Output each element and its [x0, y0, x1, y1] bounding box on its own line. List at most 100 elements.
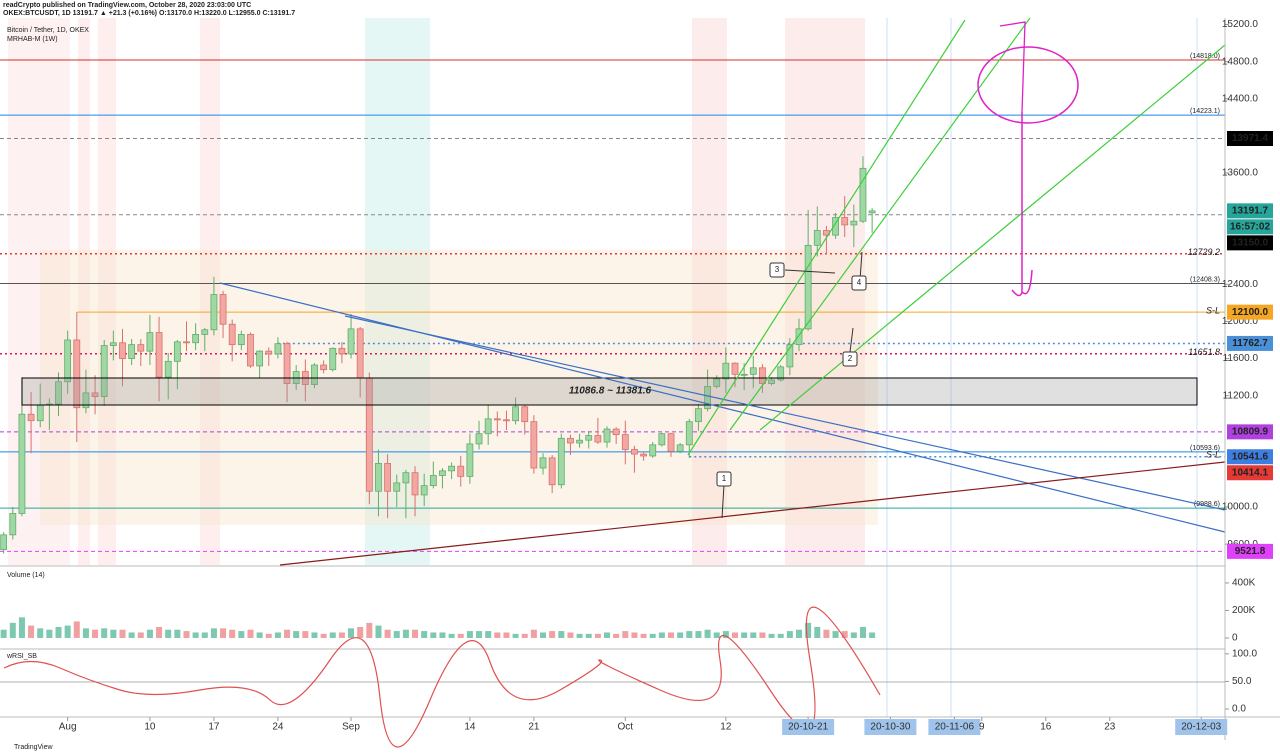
y-tick-label: 100.0 [1232, 649, 1257, 660]
y-tick-label: 0.0 [1232, 704, 1246, 715]
rsi-title: wRSI_SB [6, 653, 37, 660]
volume-bar [869, 632, 876, 638]
volume-bar [750, 632, 757, 638]
footer: TradingView [14, 744, 53, 751]
vertical-guides [886, 18, 1198, 717]
volume-bar [156, 626, 163, 638]
price-tags: 13971.4 13191.7 16:57:02 13150.0 12100.0 1176… [1227, 130, 1273, 559]
y-tick-label: 200K [1232, 605, 1256, 616]
candle-body [539, 457, 547, 469]
volume-bar [567, 632, 574, 638]
candle-body [493, 418, 501, 421]
volume-bar [64, 625, 71, 638]
volume-bar [82, 628, 89, 638]
volume-bar [146, 629, 153, 638]
level-label: 12729.2 [1187, 247, 1220, 257]
volume-bar [713, 632, 720, 638]
volume-bar [9, 622, 16, 638]
volume-bar [247, 629, 254, 638]
candle-body [210, 294, 218, 331]
volume-bar [704, 629, 711, 638]
volume-bar [841, 631, 848, 638]
volume-bar [741, 632, 748, 638]
candle-body [274, 343, 282, 355]
volume-bar [101, 628, 108, 638]
volume-bar [649, 633, 656, 638]
session-bands [8, 18, 878, 565]
candle-body [183, 341, 190, 344]
candle-body [521, 406, 529, 423]
volume-bar [686, 631, 693, 638]
volume-bar [402, 629, 409, 638]
candle-body [466, 443, 474, 477]
candle-body [393, 482, 401, 492]
volume-bar [558, 631, 565, 638]
volume-bar [786, 631, 793, 638]
volume-bar [759, 632, 766, 638]
candle-body [283, 343, 291, 384]
y-tick-label: 14800.0 [1222, 56, 1259, 67]
candle-body [128, 344, 136, 359]
volume-bar [521, 633, 528, 638]
y-tick-label: 13600.0 [1222, 168, 1259, 179]
volume-bar [494, 632, 501, 638]
volume-bar [439, 632, 446, 638]
price-tag [1227, 203, 1273, 219]
volume-bar [512, 633, 519, 638]
candle-body [119, 342, 126, 359]
volume-bar [732, 632, 738, 638]
volume-bar [476, 631, 483, 638]
volume-bar [348, 628, 355, 638]
candle-body [0, 534, 8, 551]
candle-body [247, 334, 254, 367]
volume-bar [311, 632, 318, 638]
candle-body [740, 373, 748, 376]
chart-title: Bitcoin / Tether, 1D, OKEX [7, 27, 89, 34]
candle-body [36, 404, 44, 422]
candle-body [612, 428, 620, 436]
candle-body [768, 379, 775, 384]
candle-body [731, 362, 739, 375]
price-tag-label: 13971.4 [1232, 133, 1269, 144]
y-tick-label: 11200.0 [1223, 390, 1259, 401]
x-tick-label: 10 [144, 722, 156, 733]
symbol-line: OKEX:BTCUSDT, 1D 13191.7 ▲ +21.3 (+0.16%… [3, 10, 295, 17]
candle-body [439, 470, 446, 476]
candle-body [155, 332, 163, 378]
candle-body [311, 364, 318, 385]
candle-body [512, 406, 519, 422]
volume-bar [357, 626, 364, 638]
volume-bar [832, 631, 839, 638]
volume-bar [238, 631, 245, 638]
candle-body [475, 433, 483, 445]
candle-body [256, 350, 264, 367]
volume-bar [795, 629, 802, 638]
volume-bar [576, 633, 583, 638]
callout: 4 [857, 278, 862, 287]
candle-body [429, 475, 437, 487]
volume-bar [28, 625, 35, 638]
sl-label: S-L [1206, 305, 1220, 315]
volume-bar [448, 633, 455, 638]
price-tag [1227, 465, 1273, 481]
candle-body [685, 421, 693, 446]
y-tick-label: 400K [1232, 578, 1256, 589]
volume-bar [302, 631, 309, 638]
candle-body [18, 413, 26, 514]
level-label: 11651.8 [1188, 347, 1220, 357]
price-tag [1227, 235, 1273, 251]
candle-body [603, 428, 611, 443]
volume-bar [128, 632, 135, 638]
price-tag-label: 10809.9 [1232, 426, 1269, 437]
level-note: (14818.0) [1190, 53, 1220, 60]
x-tick-label: 20-10-30 [870, 722, 910, 733]
candle-body [375, 462, 382, 492]
candle-body [786, 344, 794, 368]
candle-body [530, 421, 538, 469]
publisher: readCrypto published on TradingView.com,… [3, 2, 251, 9]
x-tick-label: 24 [272, 722, 284, 733]
candle-body [567, 437, 574, 444]
volume-bar [604, 632, 611, 638]
x-tick-label: Oct [618, 722, 634, 733]
y-tick-label: 12000.0 [1222, 316, 1259, 327]
